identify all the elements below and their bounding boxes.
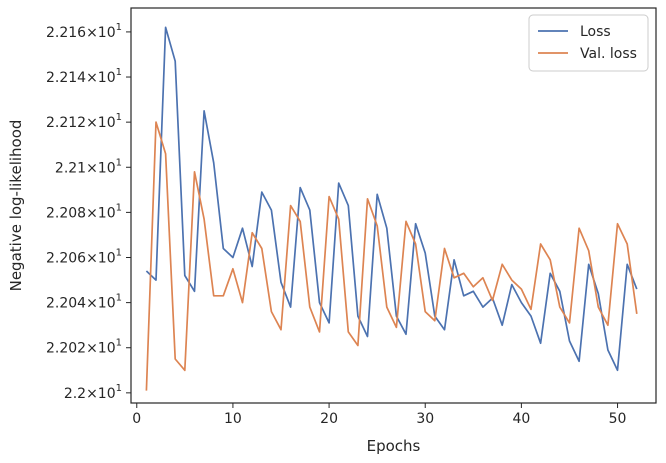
- y-tick-mantissa: 2.214: [46, 70, 86, 86]
- y-tick-mantissa: 2.202: [46, 341, 86, 357]
- y-tick-label: 2.202×101: [46, 338, 122, 357]
- y-tick-label: 2.212×101: [46, 112, 122, 131]
- y-tick-exponent: 1: [116, 338, 122, 349]
- y-tick-mantissa: 2.216: [46, 25, 86, 41]
- y-tick-mantissa: 2.212: [46, 115, 86, 131]
- y-tick-multiplier: ×10: [86, 160, 116, 176]
- y-tick-exponent: 1: [116, 383, 122, 394]
- y-tick-mantissa: 2.2: [64, 386, 86, 402]
- y-tick-label: 2.214×101: [46, 67, 122, 86]
- y-tick-multiplier: ×10: [86, 250, 116, 266]
- legend: Loss Val. loss: [528, 14, 649, 72]
- y-tick-mantissa: 2.208: [46, 205, 86, 221]
- y-axis-ticks: 2.2×1012.202×1012.204×1012.206×1012.208×…: [46, 22, 131, 402]
- y-tick-exponent: 1: [116, 67, 122, 78]
- y-tick-label: 2.2×101: [64, 383, 122, 402]
- legend-label: Loss: [580, 24, 611, 40]
- y-axis-label: Negative log-likelihood: [7, 120, 25, 292]
- legend-box: [528, 14, 649, 72]
- y-tick-multiplier: ×10: [86, 341, 116, 357]
- series-line-val-loss: [145, 121, 638, 391]
- y-tick-mantissa: 2.21: [55, 160, 86, 176]
- y-tick-multiplier: ×10: [86, 115, 116, 131]
- y-tick-exponent: 1: [116, 293, 122, 304]
- y-tick-multiplier: ×10: [86, 386, 116, 402]
- x-axis-label: Epochs: [367, 437, 421, 455]
- series-layer: [145, 26, 638, 391]
- y-tick-label: 2.208×101: [46, 202, 122, 221]
- legend-label: Val. loss: [580, 46, 637, 62]
- y-tick-label: 2.206×101: [46, 247, 122, 266]
- y-tick-exponent: 1: [116, 22, 122, 33]
- x-tick-label: 20: [320, 411, 338, 427]
- y-tick-exponent: 1: [116, 247, 122, 258]
- y-tick-exponent: 1: [116, 112, 122, 123]
- x-tick-label: 30: [416, 411, 434, 427]
- y-tick-multiplier: ×10: [86, 205, 116, 221]
- axes-frame: [130, 7, 657, 404]
- y-tick-multiplier: ×10: [86, 25, 116, 41]
- x-tick-label: 50: [609, 411, 627, 427]
- y-tick-mantissa: 2.206: [46, 250, 86, 266]
- x-tick-label: 10: [224, 411, 242, 427]
- y-tick-label: 2.21×101: [55, 157, 122, 176]
- y-tick-exponent: 1: [116, 157, 122, 168]
- x-tick-label: 40: [512, 411, 530, 427]
- x-axis-ticks: 0 10 20 30 40 50: [132, 403, 626, 427]
- y-tick-exponent: 1: [116, 202, 122, 213]
- y-tick-mantissa: 2.204: [46, 296, 86, 312]
- y-tick-multiplier: ×10: [86, 296, 116, 312]
- x-tick-label: 0: [132, 411, 141, 427]
- y-tick-multiplier: ×10: [86, 70, 116, 86]
- y-tick-label: 2.216×101: [46, 22, 122, 41]
- y-tick-label: 2.204×101: [46, 293, 122, 312]
